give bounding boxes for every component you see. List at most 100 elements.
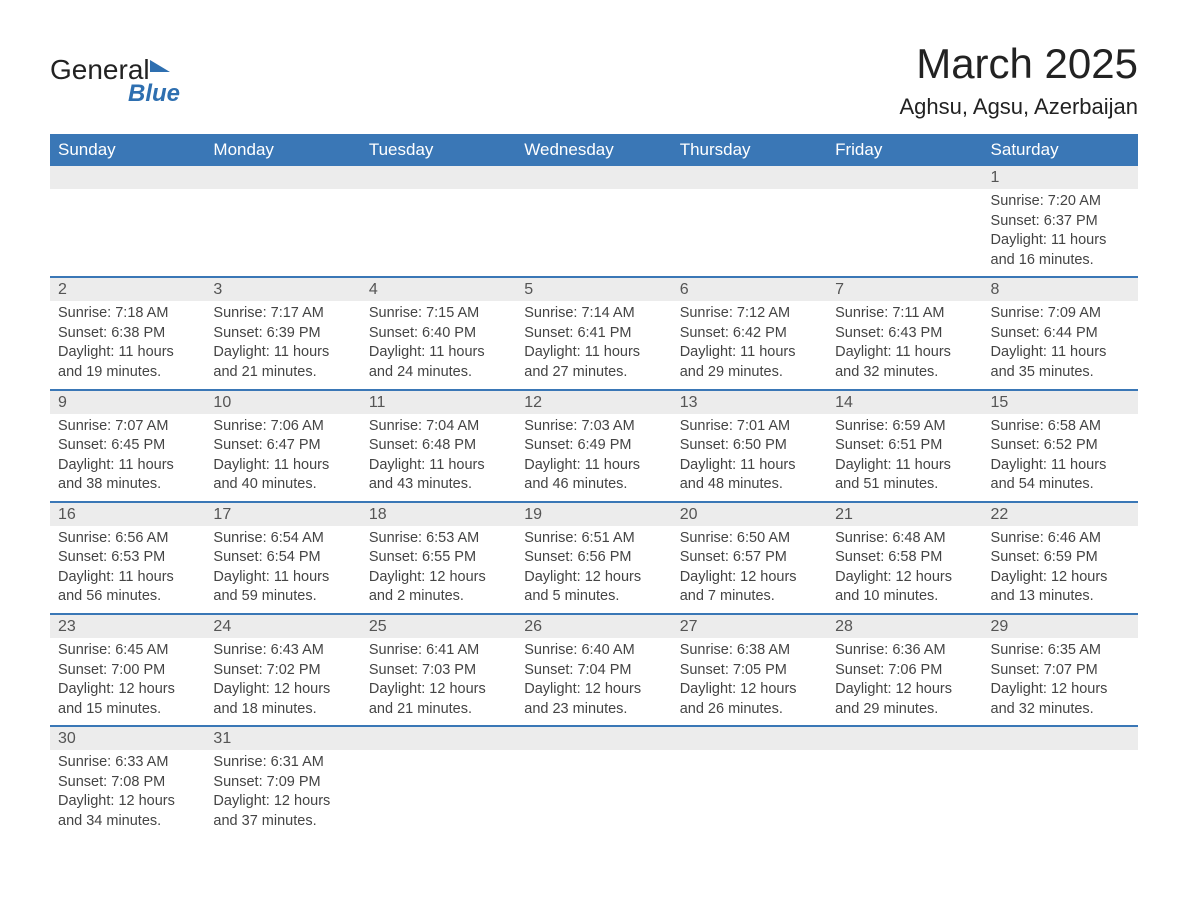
day-d2: and 21 minutes. (369, 700, 508, 720)
weekday-header: Wednesday (516, 134, 671, 166)
day-detail-cell: Sunrise: 6:58 AMSunset: 6:52 PMDaylight:… (983, 414, 1138, 502)
day-ss: Sunset: 7:02 PM (213, 661, 352, 681)
day-sr: Sunrise: 6:53 AM (369, 529, 508, 549)
day-ss: Sunset: 6:39 PM (213, 324, 352, 344)
day-detail-cell (516, 750, 671, 837)
day-sr: Sunrise: 6:43 AM (213, 641, 352, 661)
day-detail-cell: Sunrise: 6:38 AMSunset: 7:05 PMDaylight:… (672, 638, 827, 726)
day-sr: Sunrise: 7:14 AM (524, 304, 663, 324)
day-ss: Sunset: 6:40 PM (369, 324, 508, 344)
day-detail-cell: Sunrise: 7:09 AMSunset: 6:44 PMDaylight:… (983, 301, 1138, 389)
day-ss: Sunset: 6:52 PM (991, 436, 1130, 456)
day-ss: Sunset: 7:06 PM (835, 661, 974, 681)
day-d2: and 32 minutes. (991, 700, 1130, 720)
day-d1: Daylight: 12 hours (369, 568, 508, 588)
day-d1: Daylight: 11 hours (835, 343, 974, 363)
day-detail-cell (983, 750, 1138, 837)
calendar-table: Sunday Monday Tuesday Wednesday Thursday… (50, 134, 1138, 838)
day-number-row: 1 (50, 166, 1138, 189)
day-d1: Daylight: 12 hours (680, 680, 819, 700)
day-detail-cell (672, 750, 827, 837)
day-number-cell: 24 (205, 614, 360, 638)
day-detail-cell: Sunrise: 7:14 AMSunset: 6:41 PMDaylight:… (516, 301, 671, 389)
day-d1: Daylight: 12 hours (524, 568, 663, 588)
day-number-cell (672, 166, 827, 189)
day-d1: Daylight: 12 hours (991, 568, 1130, 588)
day-number-cell: 21 (827, 502, 982, 526)
weekday-header: Thursday (672, 134, 827, 166)
header: General Blue March 2025 Aghsu, Agsu, Aze… (50, 40, 1138, 120)
day-detail-cell (827, 189, 982, 277)
day-sr: Sunrise: 6:54 AM (213, 529, 352, 549)
day-detail-cell (361, 189, 516, 277)
day-ss: Sunset: 7:03 PM (369, 661, 508, 681)
day-sr: Sunrise: 6:45 AM (58, 641, 197, 661)
day-number-cell: 29 (983, 614, 1138, 638)
day-number-cell: 2 (50, 277, 205, 301)
day-number-cell (361, 166, 516, 189)
day-detail-cell (516, 189, 671, 277)
day-detail-cell: Sunrise: 7:03 AMSunset: 6:49 PMDaylight:… (516, 414, 671, 502)
day-detail-cell: Sunrise: 7:17 AMSunset: 6:39 PMDaylight:… (205, 301, 360, 389)
day-d2: and 19 minutes. (58, 363, 197, 383)
logo-triangle-icon (150, 60, 170, 72)
day-ss: Sunset: 6:45 PM (58, 436, 197, 456)
day-sr: Sunrise: 6:58 AM (991, 417, 1130, 437)
day-detail-cell (672, 189, 827, 277)
day-detail-cell: Sunrise: 7:01 AMSunset: 6:50 PMDaylight:… (672, 414, 827, 502)
day-ss: Sunset: 6:48 PM (369, 436, 508, 456)
day-number-cell: 18 (361, 502, 516, 526)
day-number-cell: 27 (672, 614, 827, 638)
day-ss: Sunset: 6:44 PM (991, 324, 1130, 344)
day-number-row: 16171819202122 (50, 502, 1138, 526)
logo: General Blue (50, 54, 180, 108)
day-d1: Daylight: 11 hours (991, 343, 1130, 363)
day-d2: and 24 minutes. (369, 363, 508, 383)
day-d2: and 34 minutes. (58, 812, 197, 832)
day-d1: Daylight: 12 hours (58, 792, 197, 812)
weekday-header-row: Sunday Monday Tuesday Wednesday Thursday… (50, 134, 1138, 166)
day-ss: Sunset: 6:37 PM (991, 212, 1130, 232)
day-d2: and 32 minutes. (835, 363, 974, 383)
day-detail-cell: Sunrise: 7:12 AMSunset: 6:42 PMDaylight:… (672, 301, 827, 389)
day-detail-cell: Sunrise: 6:40 AMSunset: 7:04 PMDaylight:… (516, 638, 671, 726)
day-number-cell: 7 (827, 277, 982, 301)
day-d2: and 5 minutes. (524, 587, 663, 607)
day-number-cell: 16 (50, 502, 205, 526)
day-number-cell (983, 726, 1138, 750)
day-ss: Sunset: 6:43 PM (835, 324, 974, 344)
day-d1: Daylight: 11 hours (680, 456, 819, 476)
day-number-cell: 25 (361, 614, 516, 638)
day-detail-cell: Sunrise: 6:43 AMSunset: 7:02 PMDaylight:… (205, 638, 360, 726)
day-d1: Daylight: 11 hours (213, 568, 352, 588)
day-d1: Daylight: 11 hours (213, 456, 352, 476)
day-number-row: 9101112131415 (50, 390, 1138, 414)
day-ss: Sunset: 7:08 PM (58, 773, 197, 793)
day-sr: Sunrise: 6:38 AM (680, 641, 819, 661)
day-sr: Sunrise: 6:40 AM (524, 641, 663, 661)
day-number-cell (672, 726, 827, 750)
day-detail-cell (50, 189, 205, 277)
day-d1: Daylight: 12 hours (835, 680, 974, 700)
day-detail-cell: Sunrise: 6:59 AMSunset: 6:51 PMDaylight:… (827, 414, 982, 502)
day-sr: Sunrise: 6:59 AM (835, 417, 974, 437)
day-d2: and 10 minutes. (835, 587, 974, 607)
day-number-cell: 28 (827, 614, 982, 638)
day-d1: Daylight: 11 hours (58, 568, 197, 588)
day-ss: Sunset: 7:09 PM (213, 773, 352, 793)
day-sr: Sunrise: 6:48 AM (835, 529, 974, 549)
day-number-row: 23242526272829 (50, 614, 1138, 638)
day-d2: and 59 minutes. (213, 587, 352, 607)
day-number-cell: 1 (983, 166, 1138, 189)
day-sr: Sunrise: 7:15 AM (369, 304, 508, 324)
day-detail-cell: Sunrise: 6:36 AMSunset: 7:06 PMDaylight:… (827, 638, 982, 726)
day-detail-cell (361, 750, 516, 837)
title-block: March 2025 Aghsu, Agsu, Azerbaijan (900, 40, 1139, 120)
day-detail-cell: Sunrise: 6:50 AMSunset: 6:57 PMDaylight:… (672, 526, 827, 614)
day-sr: Sunrise: 7:18 AM (58, 304, 197, 324)
day-detail-row: Sunrise: 7:20 AMSunset: 6:37 PMDaylight:… (50, 189, 1138, 277)
logo-word2: Blue (128, 80, 180, 108)
day-number-cell: 10 (205, 390, 360, 414)
day-detail-cell: Sunrise: 6:35 AMSunset: 7:07 PMDaylight:… (983, 638, 1138, 726)
day-number-cell (361, 726, 516, 750)
